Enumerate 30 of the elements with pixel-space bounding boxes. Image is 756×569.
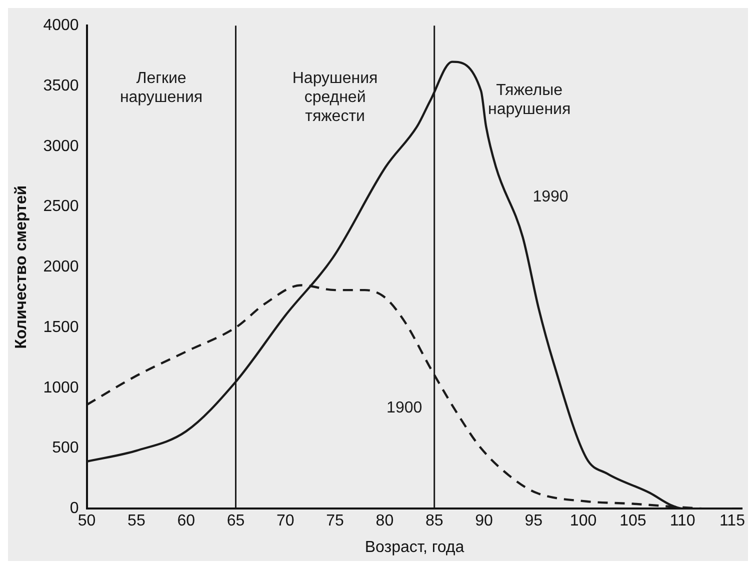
y-tick-label: 0 <box>70 500 79 518</box>
x-tick-label: 55 <box>128 512 146 530</box>
x-axis-title: Возраст, года <box>364 538 464 556</box>
annotation: Нарушения средней тяжести <box>292 70 378 126</box>
y-tick-label: 500 <box>52 440 79 457</box>
y-tick-label: 3000 <box>43 138 79 155</box>
y-tick-label: 2500 <box>43 198 79 216</box>
x-tick-label: 110 <box>670 512 696 530</box>
y-tick-label: 2000 <box>43 258 79 276</box>
x-tick-label: 85 <box>425 512 444 530</box>
x-tick-label: 80 <box>376 512 394 530</box>
x-tick-label: 60 <box>177 512 196 530</box>
y-tick-label: 1500 <box>43 318 79 336</box>
x-tick-label: 105 <box>620 512 646 530</box>
series-label: 1990 <box>532 188 568 206</box>
x-tick-label: 95 <box>524 512 543 530</box>
x-tick-label: 50 <box>78 512 96 530</box>
x-tick-label: 70 <box>276 512 294 530</box>
y-tick-label: 1000 <box>43 379 79 396</box>
y-axis-title: Количество смертей <box>13 185 30 349</box>
series-label: 1900 <box>386 399 422 416</box>
x-tick-label: 100 <box>570 512 597 530</box>
x-tick-label: 75 <box>326 512 344 530</box>
x-tick-label: 115 <box>719 512 746 530</box>
y-tick-label: 3500 <box>43 77 79 94</box>
annotation: Тяжелые нарушения <box>488 82 571 118</box>
x-tick-label: 65 <box>226 512 245 530</box>
x-tick-label: 90 <box>475 512 493 530</box>
y-tick-label: 4000 <box>43 17 79 34</box>
annotation: Легкие нарушения <box>120 70 203 106</box>
